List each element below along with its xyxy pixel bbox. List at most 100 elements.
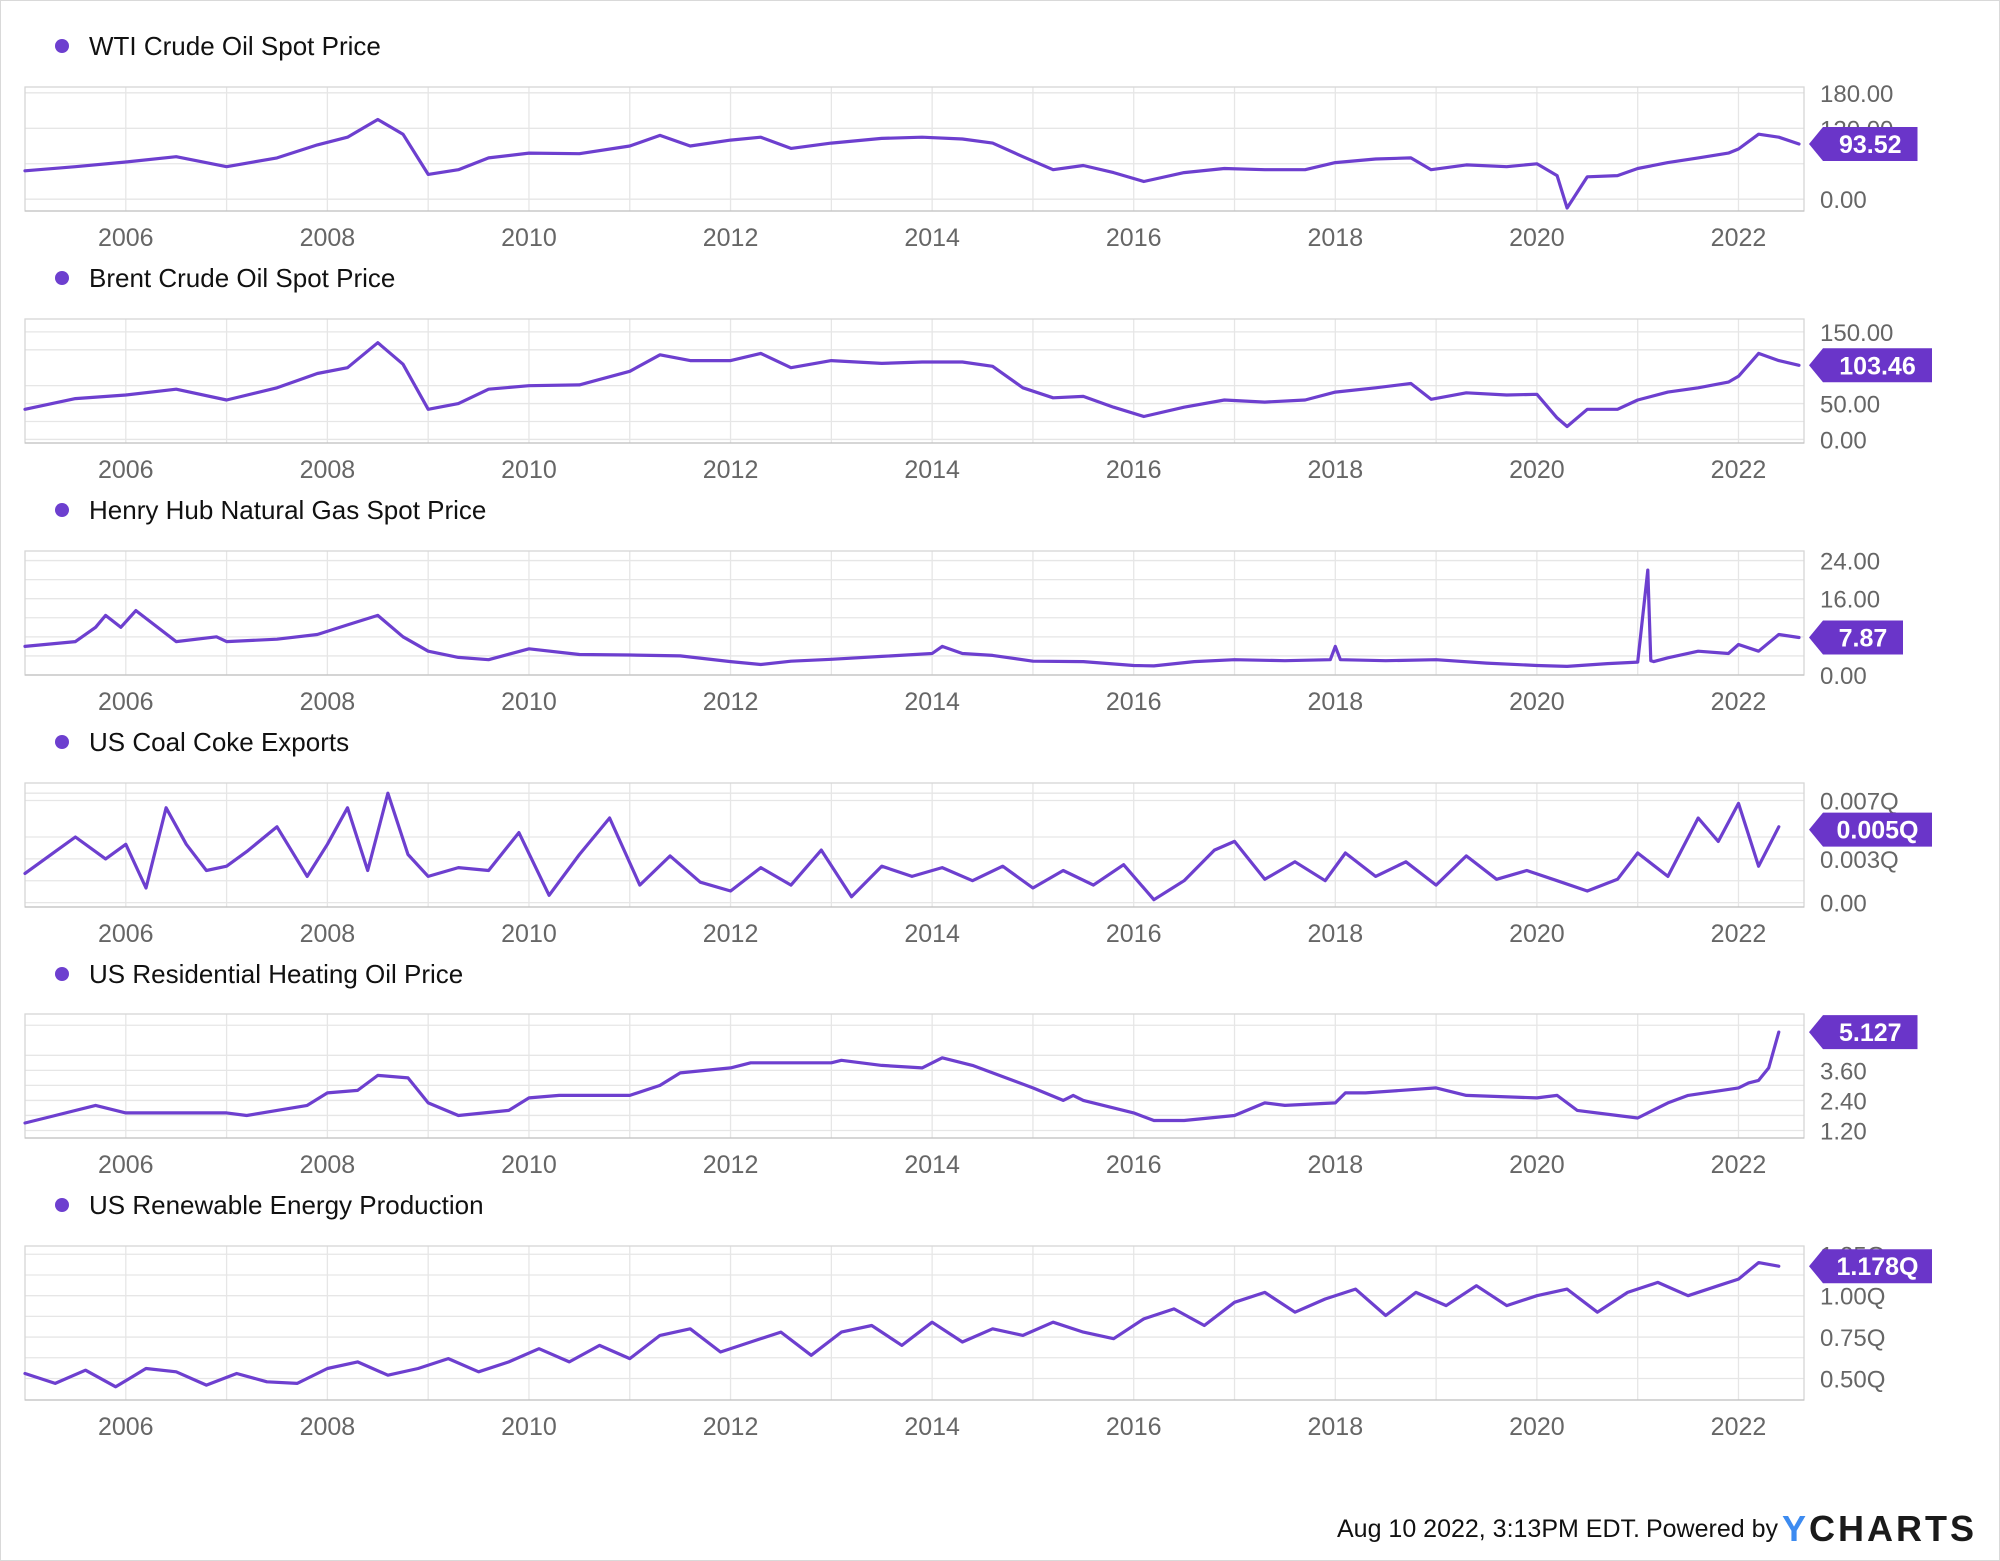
x-tick-label: 2016	[1106, 224, 1162, 252]
x-tick-label: 2018	[1307, 688, 1363, 716]
x-tick-label: 2008	[300, 1151, 356, 1179]
footer: Aug 10 2022, 3:13PM EDT. Powered by YCHA…	[1337, 1508, 1977, 1550]
last-value-label: 1.178Q	[1836, 1253, 1918, 1281]
x-tick-label: 2016	[1106, 1413, 1162, 1441]
last-value-badge	[1809, 1015, 1918, 1050]
x-tick-label: 2014	[904, 1413, 960, 1441]
x-tick-label: 2020	[1509, 1151, 1565, 1179]
y-tick-label: 150.00	[1820, 320, 1893, 347]
x-tick-label: 2012	[703, 1413, 759, 1441]
panel-title: US Renewable Energy Production	[89, 1190, 484, 1220]
x-tick-label: 2018	[1307, 920, 1363, 948]
x-tick-label: 2008	[300, 456, 356, 484]
x-tick-label: 2022	[1711, 920, 1767, 948]
x-tick-label: 2010	[501, 456, 557, 484]
y-tick-label: 2.40	[1820, 1088, 1867, 1115]
x-tick-label: 2020	[1509, 1413, 1565, 1441]
panel-title: Henry Hub Natural Gas Spot Price	[89, 495, 486, 525]
series-line	[23, 568, 1801, 669]
x-tick-label: 2014	[904, 688, 960, 716]
x-tick-label: 2012	[703, 688, 759, 716]
y-tick-label: 24.00	[1820, 549, 1880, 576]
x-tick-label: 2014	[904, 920, 960, 948]
x-tick-label: 2014	[904, 456, 960, 484]
y-tick-label: 0.75Q	[1820, 1325, 1885, 1352]
x-tick-label: 2010	[501, 1413, 557, 1441]
chart-panel-6: US Renewable Energy Production 0.50Q 0.75Q…	[23, 1190, 1932, 1441]
chart-panel-4: US Coal Coke Exports 0.00 0.003Q 0.007Q 2006…	[23, 727, 1932, 948]
y-tick-label: 0.50Q	[1820, 1366, 1885, 1393]
last-value-badge	[1809, 812, 1932, 847]
x-tick-label: 2014	[904, 224, 960, 252]
panel-title: Brent Crude Oil Spot Price	[89, 263, 395, 293]
chart-panel-3: Henry Hub Natural Gas Spot Price0.008.00…	[23, 495, 1903, 716]
series-line	[23, 791, 1781, 902]
x-tick-label: 2012	[703, 456, 759, 484]
last-value-badge	[1809, 126, 1918, 161]
powered-by: Powered by	[1645, 1514, 1778, 1543]
x-tick-label: 2020	[1509, 224, 1565, 252]
y-tick-label: 50.00	[1820, 392, 1880, 419]
panel-title: US Coal Coke Exports	[89, 727, 349, 757]
ycharts-logo[interactable]: YCHARTS	[1781, 1508, 1977, 1549]
x-tick-label: 2018	[1307, 1151, 1363, 1179]
last-value-badge	[1809, 1249, 1932, 1284]
x-tick-label: 2014	[904, 1151, 960, 1179]
x-tick-label: 2016	[1106, 1151, 1162, 1179]
x-tick-label: 2012	[703, 920, 759, 948]
y-tick-label: 0.003Q	[1820, 847, 1899, 874]
x-tick-label: 2006	[98, 456, 154, 484]
legend-marker	[55, 39, 69, 53]
x-tick-label: 2012	[703, 224, 759, 252]
legend-marker	[55, 967, 69, 981]
chart-panel-2: Brent Crude Oil Spot Price 0.00 50.00 150.0…	[23, 263, 1932, 484]
panel-title: WTI Crude Oil Spot Price	[89, 31, 381, 61]
y-tick-label: 1.00Q	[1820, 1284, 1885, 1311]
x-tick-label: 2022	[1711, 456, 1767, 484]
y-tick-label: 180.00	[1820, 81, 1893, 108]
x-tick-label: 2008	[300, 1413, 356, 1441]
x-tick-label: 2020	[1509, 456, 1565, 484]
y-tick-label: 0.00	[1820, 187, 1867, 214]
series-line	[23, 117, 1801, 210]
panel-title: US Residential Heating Oil Price	[89, 959, 463, 989]
chart-panel-1: WTI Crude Oil Spot Price0.00120.00180.00…	[23, 31, 1918, 252]
x-tick-label: 2022	[1711, 688, 1767, 716]
x-tick-label: 2010	[501, 1151, 557, 1179]
x-tick-label: 2018	[1307, 1413, 1363, 1441]
last-value-label: 103.46	[1839, 352, 1915, 380]
timestamp: Aug 10 2022, 3:13PM EDT.	[1336, 1514, 1640, 1543]
legend-marker	[55, 503, 69, 517]
y-tick-label: 0.007Q	[1820, 789, 1899, 816]
y-tick-label: 0.00	[1820, 891, 1867, 918]
y-tick-label: 0.00	[1820, 663, 1867, 690]
legend-marker	[55, 1198, 69, 1212]
y-tick-label: 3.60	[1820, 1058, 1867, 1085]
last-value-badge	[1809, 348, 1932, 383]
x-tick-label: 2012	[703, 1151, 759, 1179]
x-tick-label: 2016	[1106, 920, 1162, 948]
x-tick-label: 2016	[1106, 688, 1162, 716]
chart-panel-5: US Residential Heating Oil Price 1.20 2.40…	[23, 959, 1918, 1179]
x-tick-label: 2016	[1106, 456, 1162, 484]
legend-marker	[55, 735, 69, 749]
legend-marker	[55, 271, 69, 285]
last-value-label: 0.005Q	[1836, 817, 1918, 845]
x-tick-label: 2010	[501, 224, 557, 252]
y-tick-label: 1.20	[1820, 1118, 1867, 1145]
x-tick-label: 2006	[98, 1413, 154, 1441]
x-tick-label: 2008	[300, 920, 356, 948]
series-line	[23, 1030, 1781, 1125]
y-tick-label: 0.00	[1820, 427, 1867, 454]
x-tick-label: 2010	[501, 688, 557, 716]
x-tick-label: 2008	[300, 224, 356, 252]
series-line	[23, 341, 1801, 429]
y-tick-label: 16.00	[1820, 587, 1880, 614]
x-tick-label: 2018	[1307, 224, 1363, 252]
x-tick-label: 2006	[98, 688, 154, 716]
last-value-label: 7.87	[1839, 624, 1888, 652]
x-tick-label: 2018	[1307, 456, 1363, 484]
x-tick-label: 2020	[1509, 920, 1565, 948]
